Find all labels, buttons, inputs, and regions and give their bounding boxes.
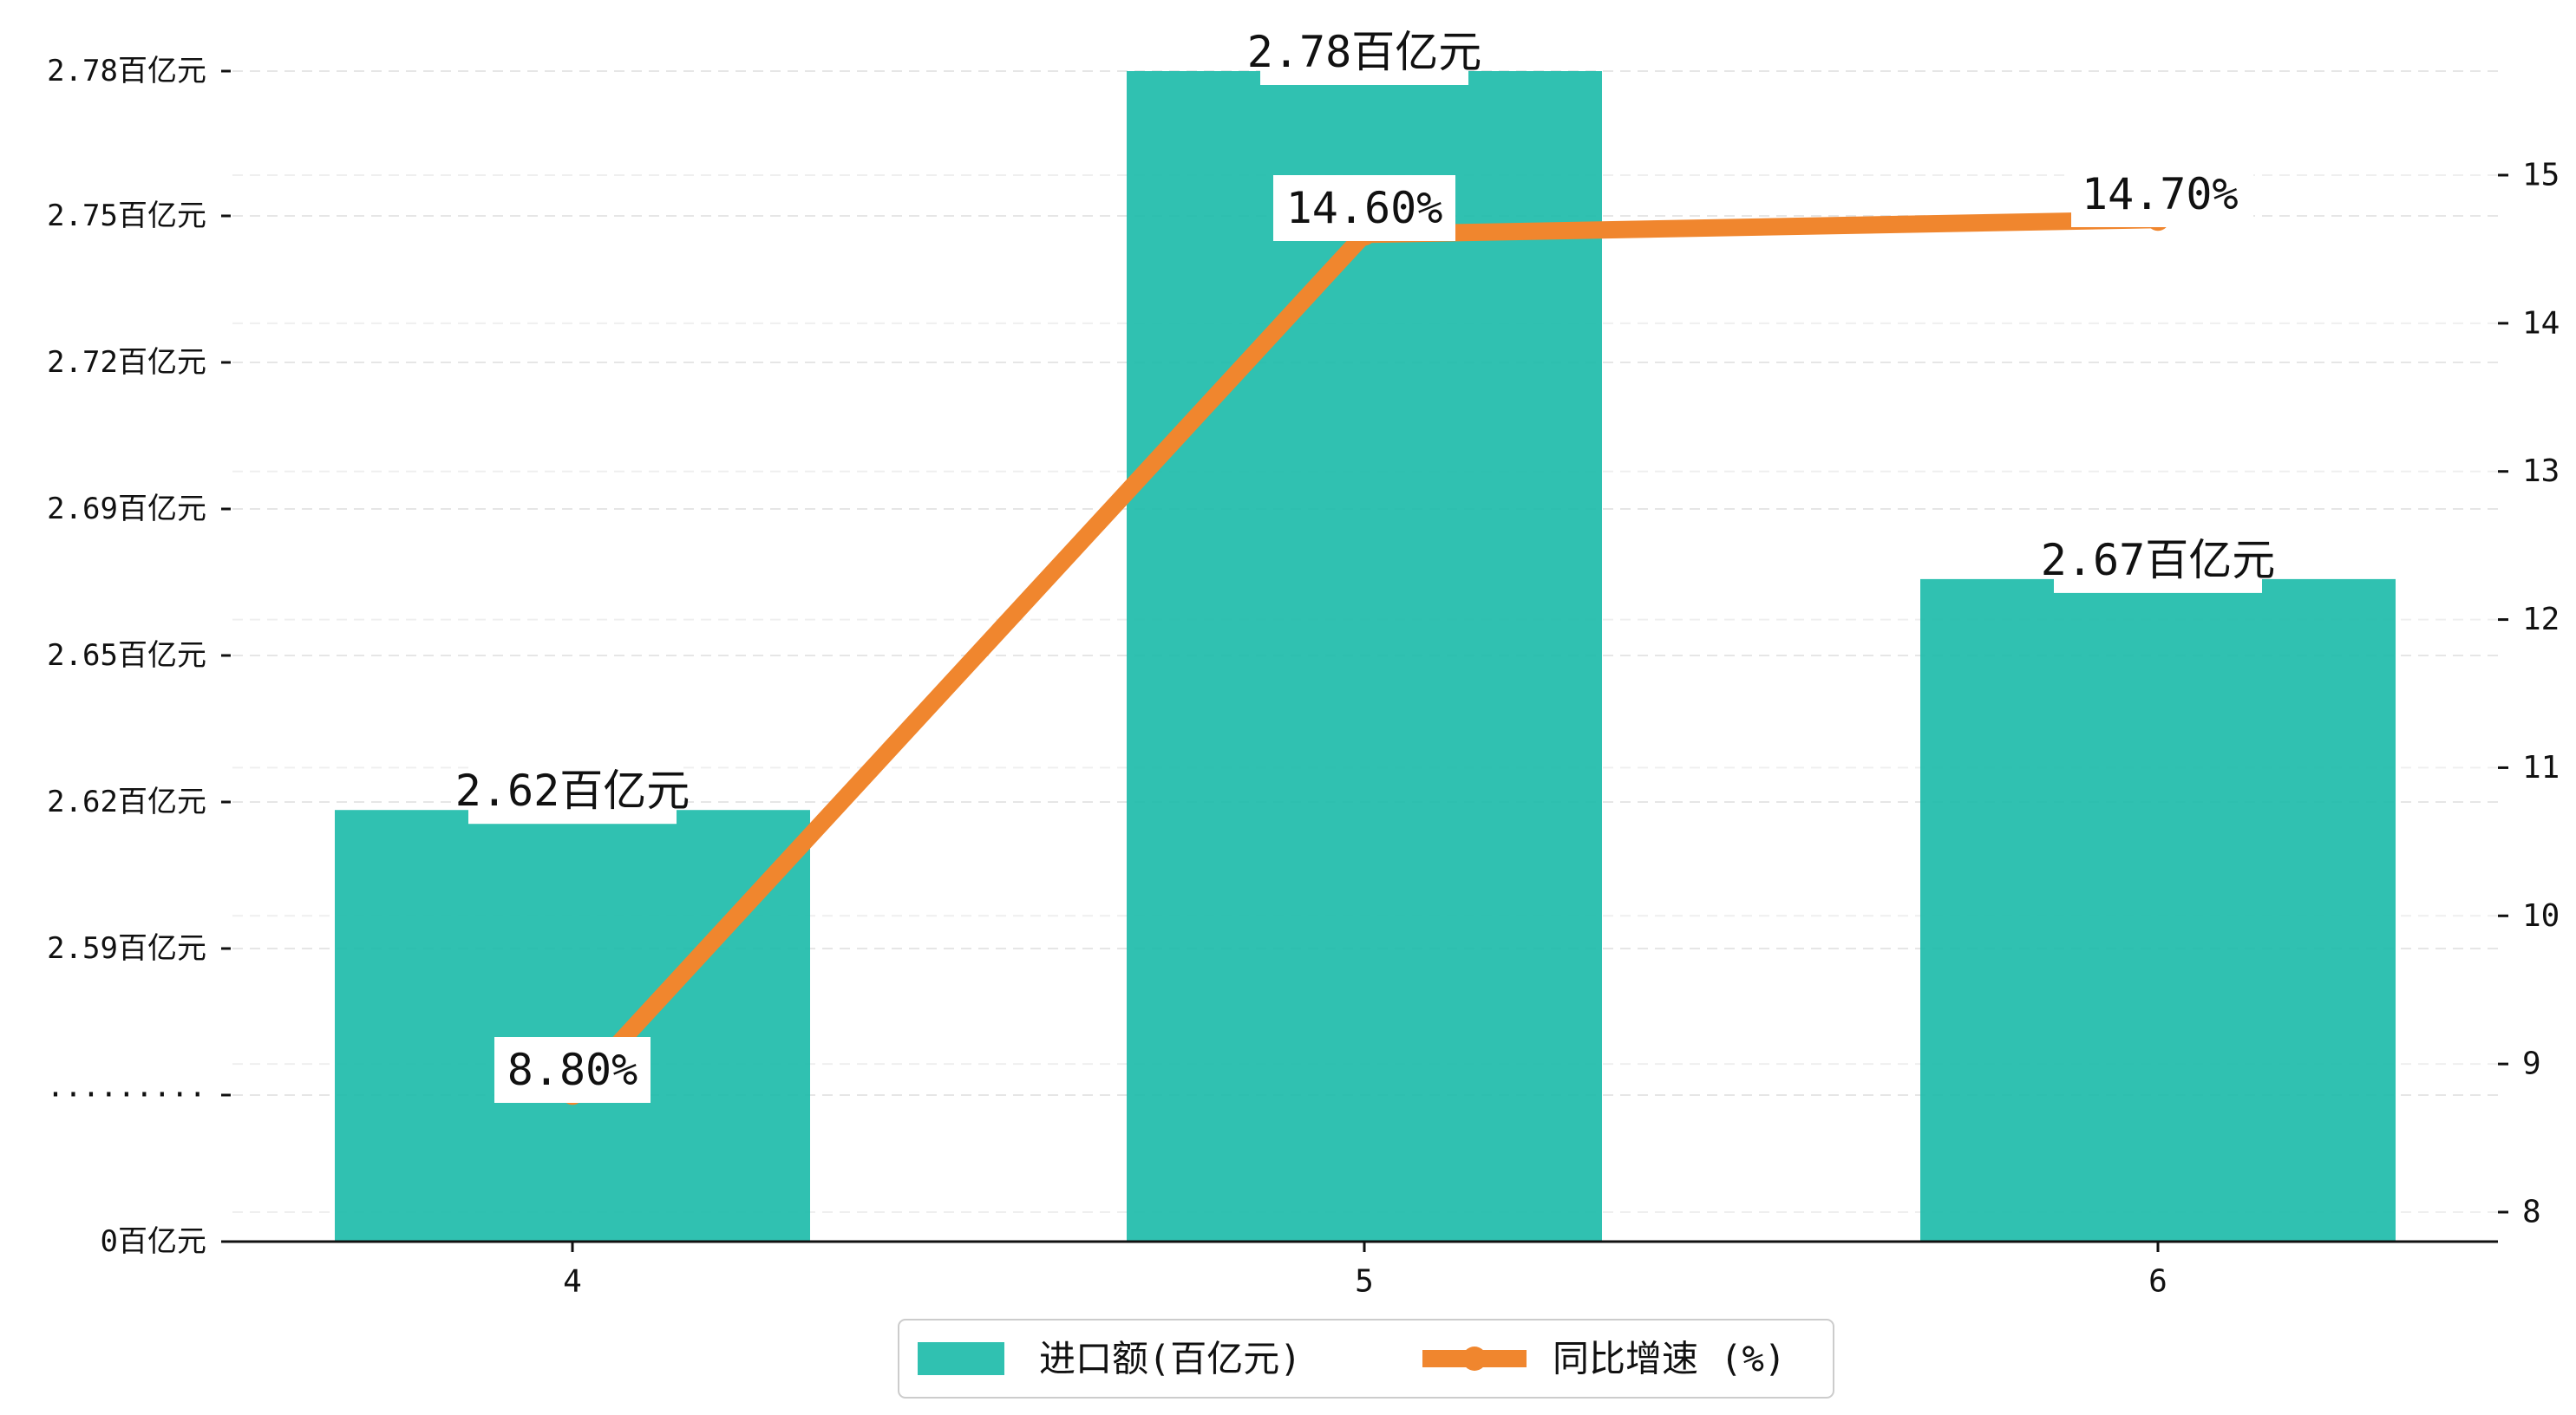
bar-value-label-text: 2.62百亿元 xyxy=(455,766,690,816)
axes: 0百亿元 ········· 2.59百亿元 2.62百亿元 2.65百亿元 2.69百亿… xyxy=(47,54,2560,1300)
growth-value-label-bg xyxy=(494,1037,651,1103)
bar-value-label: 2.62百亿元 xyxy=(455,758,690,825)
growth-value-label-bg xyxy=(1273,175,1455,241)
x-tick-label: 5 xyxy=(1355,1264,1374,1300)
legend-swatch-marker xyxy=(1462,1347,1487,1371)
bar-value-label: 2.67百亿元 xyxy=(2041,526,2275,593)
bar-value-label-bg xyxy=(468,758,677,825)
y-left-tick-label: ········· xyxy=(47,1078,206,1112)
y-right-tick-label: 15 xyxy=(2522,158,2560,193)
bar-value-label: 2.78百亿元 xyxy=(1247,19,1481,85)
growth-value-label-text: 14.60% xyxy=(1286,183,1443,233)
y-left-tick-label: 2.65百亿元 xyxy=(47,638,206,673)
bar-4[interactable] xyxy=(335,810,810,1242)
y-right-tick-label: 9 xyxy=(2522,1047,2541,1082)
bar-value-label-bg xyxy=(2054,526,2262,593)
y-left-tick-label: 2.75百亿元 xyxy=(47,199,206,233)
legend-label-import: 进口额(百亿元) xyxy=(1039,1338,1302,1380)
y-right-tick-label: 14 xyxy=(2522,305,2560,341)
y-left-tick-label: 2.69百亿元 xyxy=(47,492,206,526)
bar-6[interactable] xyxy=(1920,578,2396,1242)
growth-value-label-text: 14.70% xyxy=(2082,169,2239,219)
growth-value-label: 14.60% xyxy=(1273,175,1455,241)
legend-item-import[interactable]: 进口额(百亿元) xyxy=(918,1338,1302,1380)
y-right-tick-label: 13 xyxy=(2522,453,2560,489)
y-left-tick-label: 0百亿元 xyxy=(101,1224,206,1259)
bar-value-label-text: 2.67百亿元 xyxy=(2041,535,2275,585)
legend-item-growth[interactable]: 同比增速 (%) xyxy=(1422,1338,1786,1380)
x-tick-label: 4 xyxy=(563,1264,582,1300)
legend-frame xyxy=(898,1319,1834,1399)
legend-label-growth: 同比增速 (%) xyxy=(1553,1338,1786,1380)
growth-value-label-text: 8.80% xyxy=(507,1045,638,1095)
x-tick-label: 6 xyxy=(2148,1264,2167,1300)
y-left-tick-label: 2.78百亿元 xyxy=(47,54,206,88)
y-left-tick-label: 2.62百亿元 xyxy=(47,785,206,819)
bar-value-label-text: 2.78百亿元 xyxy=(1247,27,1481,77)
growth-value-label: 8.80% xyxy=(494,1037,651,1103)
data-labels: 2.62百亿元 2.78百亿元 2.67百亿元 8.80% 14.60% 14.70% xyxy=(455,19,2275,1103)
y-left-tick-label: 2.59百亿元 xyxy=(47,931,206,966)
growth-value-label: 14.70% xyxy=(2071,161,2253,227)
growth-value-label-bg xyxy=(2071,161,2253,227)
legend-swatch-bar xyxy=(918,1342,1004,1375)
legend[interactable]: 进口额(百亿元) 同比增速 (%) xyxy=(898,1319,1834,1399)
y-right-tick-label: 10 xyxy=(2522,898,2560,934)
y-right-tick-label: 11 xyxy=(2522,750,2560,786)
y-left-tick-label: 2.72百亿元 xyxy=(47,345,206,380)
bar-5[interactable] xyxy=(1127,71,1602,1242)
y-right-tick-label: 12 xyxy=(2522,602,2560,637)
y-right-tick-label: 8 xyxy=(2522,1195,2541,1230)
bar-series xyxy=(335,71,2396,1242)
bar-value-label-bg xyxy=(1260,19,1468,85)
